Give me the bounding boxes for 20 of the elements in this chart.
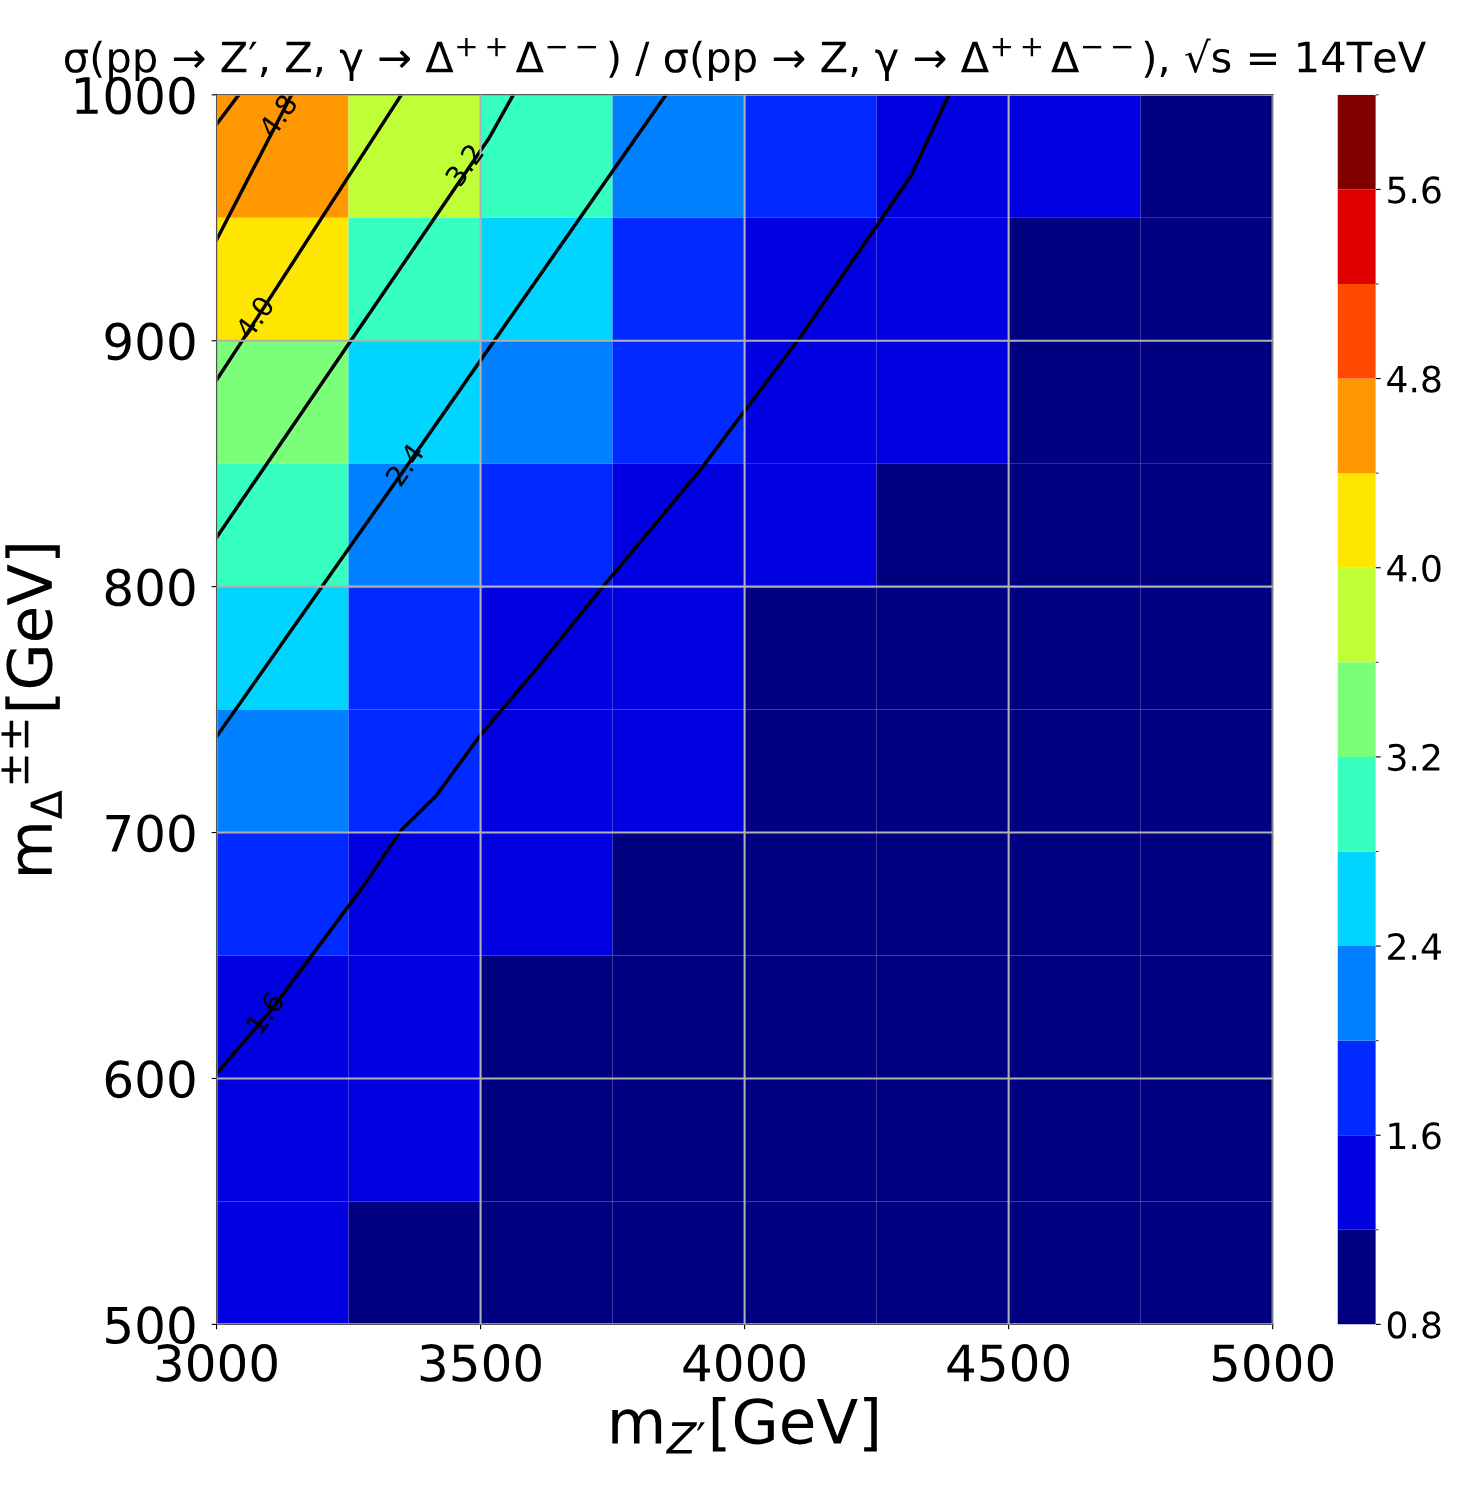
color-bar-label: 2.4 [1388,932,1441,960]
y-tick-label: 500 [106,1306,195,1345]
y-tick-label: 900 [105,322,195,361]
y-tick-label: 600 [105,1060,195,1099]
x-tick-label: 5000 [1212,1344,1333,1382]
color-bar-label: 4.8 [1387,365,1441,393]
y-tick-label: 700 [106,814,195,853]
y-axis-title: m$_{Δ}$$^{±±}$[GeV] [1,545,62,874]
x-axis-title: m$_{Z′}$[GeV] [612,1397,877,1454]
color-bar-label: 5.6 [1388,176,1441,204]
color-bar-label: 3.2 [1388,743,1440,772]
x-tick-label: 4000 [683,1344,805,1382]
y-tick-label: 800 [105,568,195,607]
color-bar-label: 0.8 [1387,1311,1441,1339]
color-bar-label: 4.0 [1387,554,1441,582]
x-tick-label: 3500 [420,1344,541,1382]
x-tick-label: 3000 [156,1344,277,1382]
x-tick-label: 4500 [947,1344,1069,1382]
line-series [216,94,951,1076]
color-bar-label: 1.6 [1389,1122,1441,1150]
